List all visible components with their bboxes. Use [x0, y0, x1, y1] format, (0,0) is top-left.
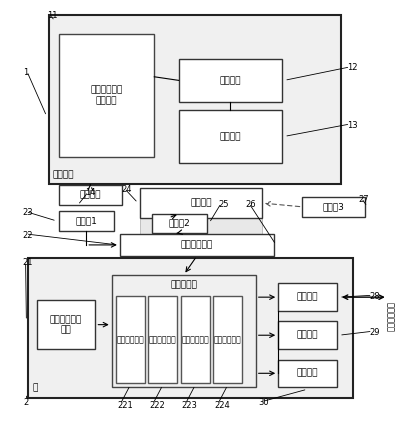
Text: 24: 24 [121, 185, 131, 194]
Bar [302, 197, 365, 217]
Text: 受电图像模块: 受电图像模块 [181, 335, 209, 344]
Text: 充电装置: 充电装置 [219, 132, 241, 141]
Bar [152, 214, 207, 233]
Text: 充电设备近距
通讯模块: 充电设备近距 通讯模块 [90, 85, 122, 105]
Text: 显示模块: 显示模块 [296, 369, 318, 378]
Text: 标签处理模块: 标签处理模块 [116, 335, 144, 344]
Bar [180, 296, 209, 383]
Bar [277, 360, 336, 387]
Bar [115, 296, 145, 383]
Bar [59, 212, 113, 231]
Text: 22: 22 [22, 231, 33, 239]
Text: 车载近距通讯
模块: 车载近距通讯 模块 [50, 315, 82, 334]
Bar [148, 296, 177, 383]
Bar [178, 59, 281, 102]
Text: 13: 13 [346, 121, 357, 129]
Text: 1: 1 [23, 68, 29, 77]
Text: 222: 222 [149, 401, 165, 410]
Text: 25: 25 [217, 200, 228, 209]
Text: 识别标签: 识别标签 [79, 190, 101, 200]
Text: 2: 2 [23, 398, 29, 407]
Text: 221: 221 [117, 401, 132, 410]
Text: 导航模块: 导航模块 [296, 293, 318, 302]
Bar [178, 110, 281, 163]
Bar [36, 300, 95, 349]
Text: 11: 11 [47, 11, 57, 20]
Text: 摄像夶1: 摄像夶1 [75, 217, 97, 225]
Text: 21: 21 [22, 258, 33, 267]
Bar [119, 234, 273, 256]
Bar [28, 258, 352, 398]
Bar [140, 218, 261, 234]
Text: 27: 27 [357, 195, 368, 203]
Text: 摄像夶2: 摄像夶2 [168, 219, 190, 228]
Text: 14: 14 [85, 188, 96, 197]
Text: 车: 车 [32, 384, 38, 393]
Text: 主控制模块: 主控制模块 [170, 280, 197, 289]
Text: 26: 26 [245, 200, 256, 209]
Text: 224: 224 [214, 401, 230, 410]
Bar [111, 275, 255, 387]
Bar [213, 296, 242, 383]
Bar [140, 188, 261, 218]
Text: 摄像夶3: 摄像夶3 [322, 202, 344, 212]
Text: 受电装置: 受电装置 [190, 198, 211, 208]
Text: 30: 30 [257, 398, 268, 407]
Text: 28: 28 [369, 292, 379, 301]
Text: 充电模块: 充电模块 [219, 76, 241, 85]
Text: 定位处理模块: 定位处理模块 [149, 335, 176, 344]
Bar [49, 15, 340, 184]
Text: 29: 29 [369, 328, 379, 337]
Text: 安防模块: 安防模块 [296, 331, 318, 340]
Text: 12: 12 [346, 63, 357, 72]
Text: 23: 23 [22, 208, 33, 217]
Text: 223: 223 [181, 401, 197, 410]
Text: 充电设备: 充电设备 [53, 170, 74, 179]
Bar [277, 283, 336, 311]
Text: 车辆行进方向: 车辆行进方向 [386, 301, 395, 331]
Text: 图像识别模块: 图像识别模块 [180, 240, 213, 250]
Bar [59, 34, 154, 157]
Text: 驱动控制模块: 驱动控制模块 [213, 335, 241, 344]
Bar [277, 321, 336, 349]
Bar [59, 185, 122, 205]
